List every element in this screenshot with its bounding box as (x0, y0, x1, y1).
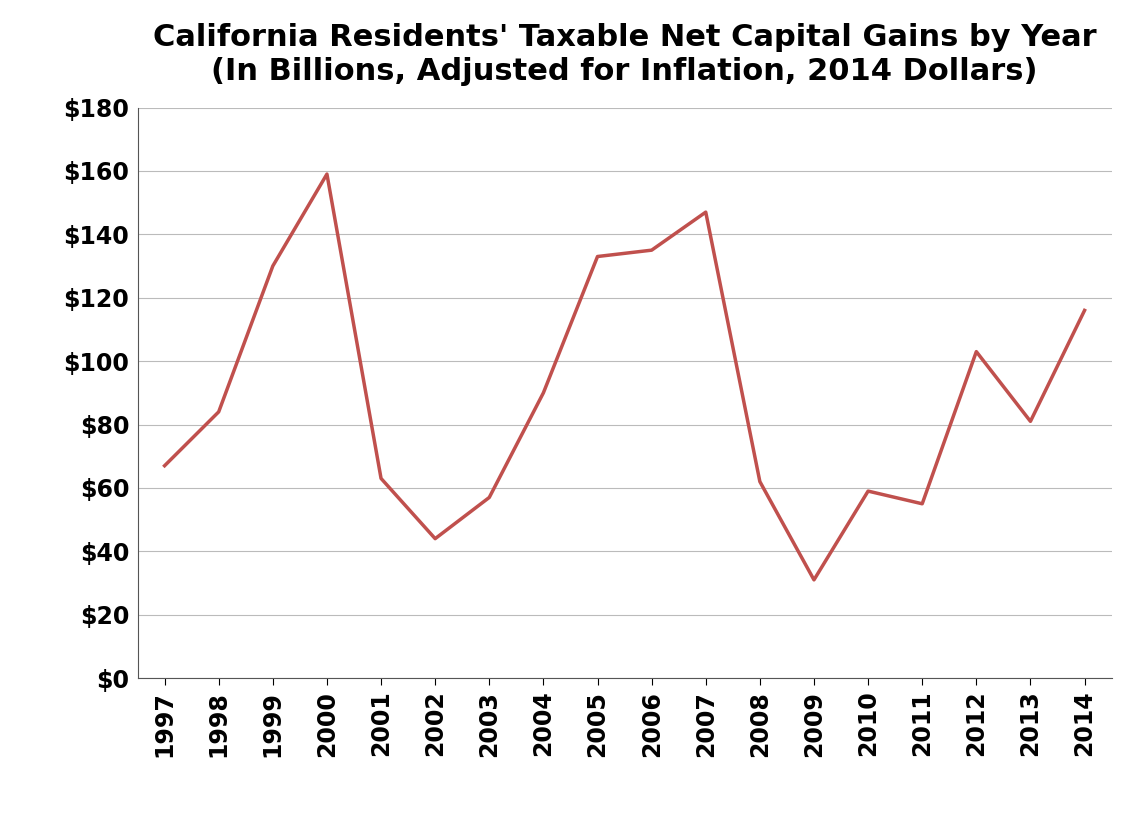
Title: California Residents' Taxable Net Capital Gains by Year
(In Billions, Adjusted f: California Residents' Taxable Net Capita… (152, 23, 1097, 86)
